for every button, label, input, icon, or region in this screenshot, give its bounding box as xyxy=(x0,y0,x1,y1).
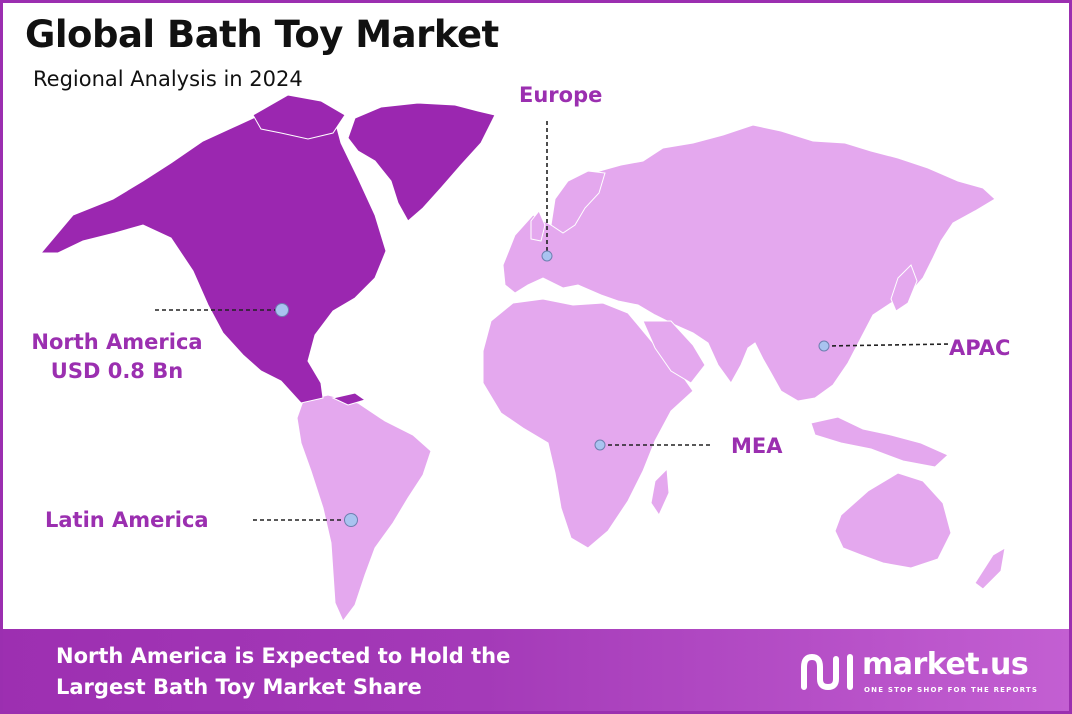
africa-landmass xyxy=(482,298,694,549)
australia xyxy=(834,472,952,569)
uk xyxy=(530,210,546,242)
north-america-landmass xyxy=(39,102,387,404)
footer-banner: North America is Expected to Hold the La… xyxy=(3,629,1069,711)
greenland xyxy=(347,102,496,222)
north-america-value: USD 0.8 Bn xyxy=(50,359,184,383)
brand-logo[interactable]: market.us ONE STOP SHOP FOR THE REPORTS xyxy=(798,645,1048,701)
region-label-mea: MEA xyxy=(731,434,783,458)
market-us-logo-icon xyxy=(801,653,853,691)
marker-mea xyxy=(594,439,606,451)
marker-apac xyxy=(818,340,830,352)
scandinavia xyxy=(550,170,606,234)
world-map xyxy=(39,94,1006,622)
marker-north-america xyxy=(275,303,289,317)
page-title: Global Bath Toy Market xyxy=(25,13,499,56)
region-label-north-america: North America USD 0.8 Bn xyxy=(21,328,213,386)
footer-line-2: Largest Bath Toy Market Share xyxy=(56,675,422,699)
south-america-landmass xyxy=(296,394,432,622)
eurasia-landmass xyxy=(502,124,996,402)
north-america-name: North America xyxy=(31,330,203,354)
page-subtitle: Regional Analysis in 2024 xyxy=(33,67,303,91)
region-label-apac: APAC xyxy=(949,336,1011,360)
leader-line-apac xyxy=(824,343,952,347)
marker-latin-america xyxy=(344,513,358,527)
new-zealand xyxy=(974,547,1006,590)
arabian-peninsula xyxy=(642,320,706,384)
footer-message: North America is Expected to Hold the La… xyxy=(56,641,510,703)
canadian-arctic-islands xyxy=(252,94,346,140)
region-label-latin-america: Latin America xyxy=(45,508,209,532)
brand-name: market.us xyxy=(862,647,1029,682)
footer-line-1: North America is Expected to Hold the xyxy=(56,644,511,668)
marker-europe xyxy=(541,250,553,262)
japan xyxy=(890,264,918,312)
caribbean-islands xyxy=(331,392,367,406)
brand-tagline: ONE STOP SHOP FOR THE REPORTS xyxy=(864,686,1039,694)
region-label-europe: Europe xyxy=(519,83,603,107)
southeast-asia-islands xyxy=(810,416,949,468)
madagascar xyxy=(650,467,670,517)
